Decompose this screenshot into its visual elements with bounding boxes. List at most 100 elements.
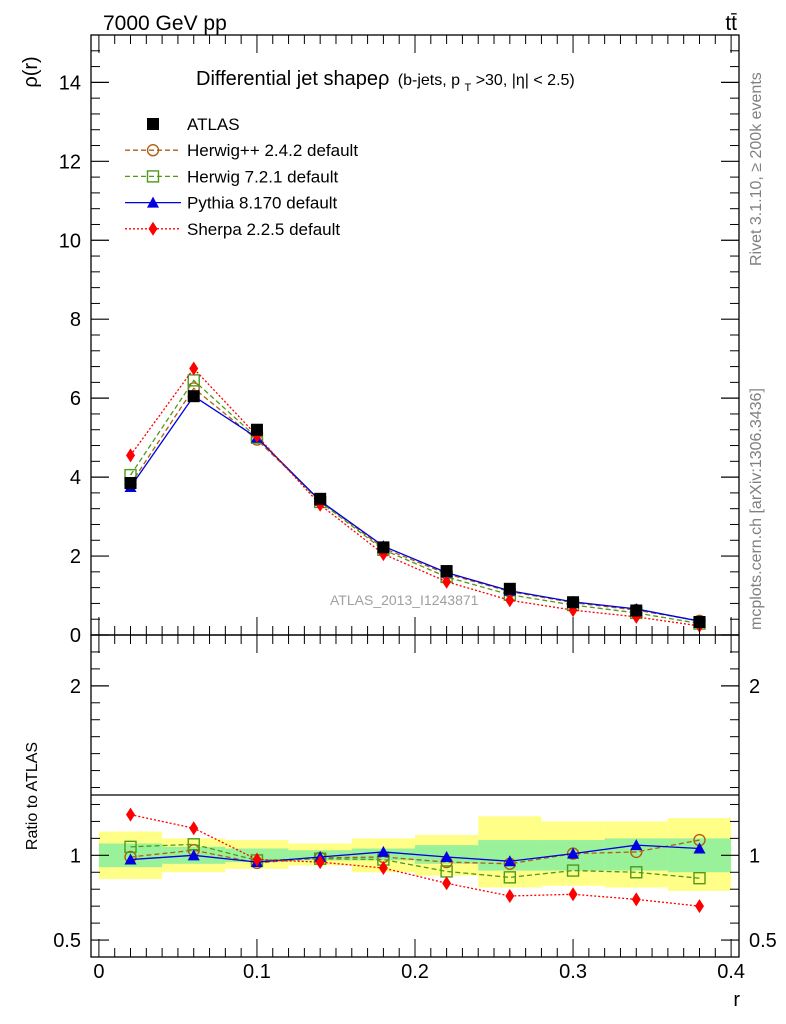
ratio-data-point: [568, 887, 578, 902]
ratio-y-tick-label-right: 1: [749, 845, 760, 867]
legend-entry: Herwig 7.2.1 default: [125, 167, 338, 186]
chart-title: Differential jet shapeρ (b-jets, p T >30…: [196, 68, 575, 95]
ratio-frame: [90, 634, 740, 958]
data-point: [630, 604, 643, 617]
data-point: [189, 361, 199, 376]
ratio-data-point: [694, 899, 704, 914]
main-axes: 0 2 4 6 8 10 12 14: [59, 35, 739, 647]
data-point: [442, 574, 452, 589]
ratio-y-tick-label: 2: [70, 676, 81, 698]
series-atlas: [124, 390, 706, 628]
series-line: [129, 367, 700, 627]
x-tick-label: 0.1: [243, 961, 271, 983]
ratio-data-point: [503, 871, 517, 884]
data-point: [567, 596, 580, 609]
data-point: [693, 615, 706, 628]
ratio-data-point: [630, 866, 643, 879]
legend-label: Pythia 8.170 default: [187, 194, 338, 213]
data-point: [250, 423, 263, 436]
main-series-layer: [124, 361, 706, 633]
x-tick-label: 0.4: [717, 961, 745, 983]
main-y-tick-label: 4: [70, 467, 81, 489]
energy-label: 7000 GeV pp: [103, 12, 227, 35]
ratio-data-point: [187, 849, 200, 861]
data-point: [124, 477, 137, 490]
ratio-data-point: [693, 842, 706, 854]
data-point: [314, 492, 327, 505]
data-point: [440, 565, 453, 578]
ratio-data-point: [505, 888, 515, 903]
legend-label: Herwig++ 2.4.2 default: [187, 141, 358, 160]
x-tick-label: 0.2: [401, 961, 429, 983]
ratio-data-point: [124, 840, 137, 854]
legend-entry: Sherpa 2.2.5 default: [125, 220, 340, 239]
x-axis-title: r: [733, 989, 740, 1011]
chart-title-detail-sub: T: [465, 82, 472, 94]
data-point: [503, 582, 516, 595]
series-line: [129, 379, 700, 625]
ratio-y-tick-label-right: 0.5: [749, 930, 777, 952]
ratio-series-sherpa-2-2-5-default: [126, 807, 704, 914]
side-label-events: Rivet 3.1.10, ≥ 200k events: [748, 72, 765, 266]
legend-label: Herwig 7.2.1 default: [187, 167, 338, 186]
legend-marker: [147, 118, 159, 130]
ratio-data-point: [631, 892, 641, 907]
ratio-data-point: [693, 871, 706, 885]
ratio-data-point: [377, 845, 390, 857]
series-herwig-7-2-1-default: [124, 374, 706, 630]
ratio-data-point: [566, 864, 580, 877]
x-tick-label: 0: [93, 961, 104, 983]
legend: ATLAS Herwig++ 2.4.2 default Herwig 7.2.1 …: [125, 115, 358, 239]
ratio-data-point: [124, 853, 137, 865]
series-pythia-8-170-default: [124, 390, 706, 627]
ratio-data-point: [189, 821, 199, 836]
ratio-series-pythia-8-170-default: [124, 839, 706, 868]
main-y-tick-label: 0: [70, 625, 81, 647]
side-label-site: mcplots.cern.ch [arXiv:1306.3436]: [748, 388, 765, 630]
process-label: tt̄: [725, 12, 737, 35]
ratio-data-point: [440, 851, 453, 863]
series-herwig-2-4-2-default: [124, 382, 706, 627]
ratio-data-point: [567, 847, 580, 859]
x-tick-label: 0.3: [559, 961, 587, 983]
legend-label: Sherpa 2.2.5 default: [187, 220, 340, 239]
ratio-y-tick-label-right: 2: [749, 676, 760, 698]
ratio-y-tick-label: 1: [70, 845, 81, 867]
ratio-axes: 0.5 0.5 1 1 2 2 0 0.1 0.2 0.3 0.4: [53, 635, 777, 983]
legend-entry: Pythia 8.170 default: [125, 194, 338, 213]
main-y-tick-label: 8: [70, 309, 81, 331]
data-point: [377, 541, 390, 554]
ratio-series-layer: [124, 807, 706, 914]
legend-marker: [146, 170, 160, 183]
main-y-tick-label: 12: [59, 151, 81, 173]
ratio-data-point: [126, 807, 136, 822]
series-line: [129, 387, 700, 622]
main-y-axis-title: ρ(r): [20, 56, 42, 87]
main-y-tick-label: 2: [70, 546, 81, 568]
ratio-data-point: [315, 855, 325, 870]
ratio-data-point: [378, 861, 388, 876]
legend-entry: Herwig++ 2.4.2 default: [125, 141, 358, 160]
ratio-y-axis-title: Ratio to ATLAS: [24, 742, 41, 850]
legend-marker: [148, 221, 158, 236]
data-point: [187, 390, 200, 403]
chart-title-detail-tail: >30, |η| < 2.5): [476, 72, 575, 89]
ratio-y-tick-label: 0.5: [53, 930, 81, 952]
analysis-watermark: ATLAS_2013_I1243871: [330, 592, 479, 608]
ratio-data-point: [630, 839, 643, 851]
data-point: [505, 593, 515, 608]
main-y-tick-label: 10: [59, 230, 81, 252]
main-y-tick-label: 14: [59, 72, 81, 94]
series-line: [129, 395, 700, 622]
legend-label: ATLAS: [187, 115, 240, 134]
ratio-data-point: [503, 855, 516, 867]
ratio-data-point: [442, 876, 452, 891]
chart-title-main: Differential jet shapeρ: [196, 68, 389, 90]
legend-marker: [146, 143, 160, 157]
ratio-series-line: [130, 844, 700, 863]
chart-title-detail: (b-jets, p: [398, 72, 460, 89]
data-point: [126, 448, 136, 463]
legend-marker: [147, 196, 159, 208]
ratio-data-point: [252, 852, 262, 867]
